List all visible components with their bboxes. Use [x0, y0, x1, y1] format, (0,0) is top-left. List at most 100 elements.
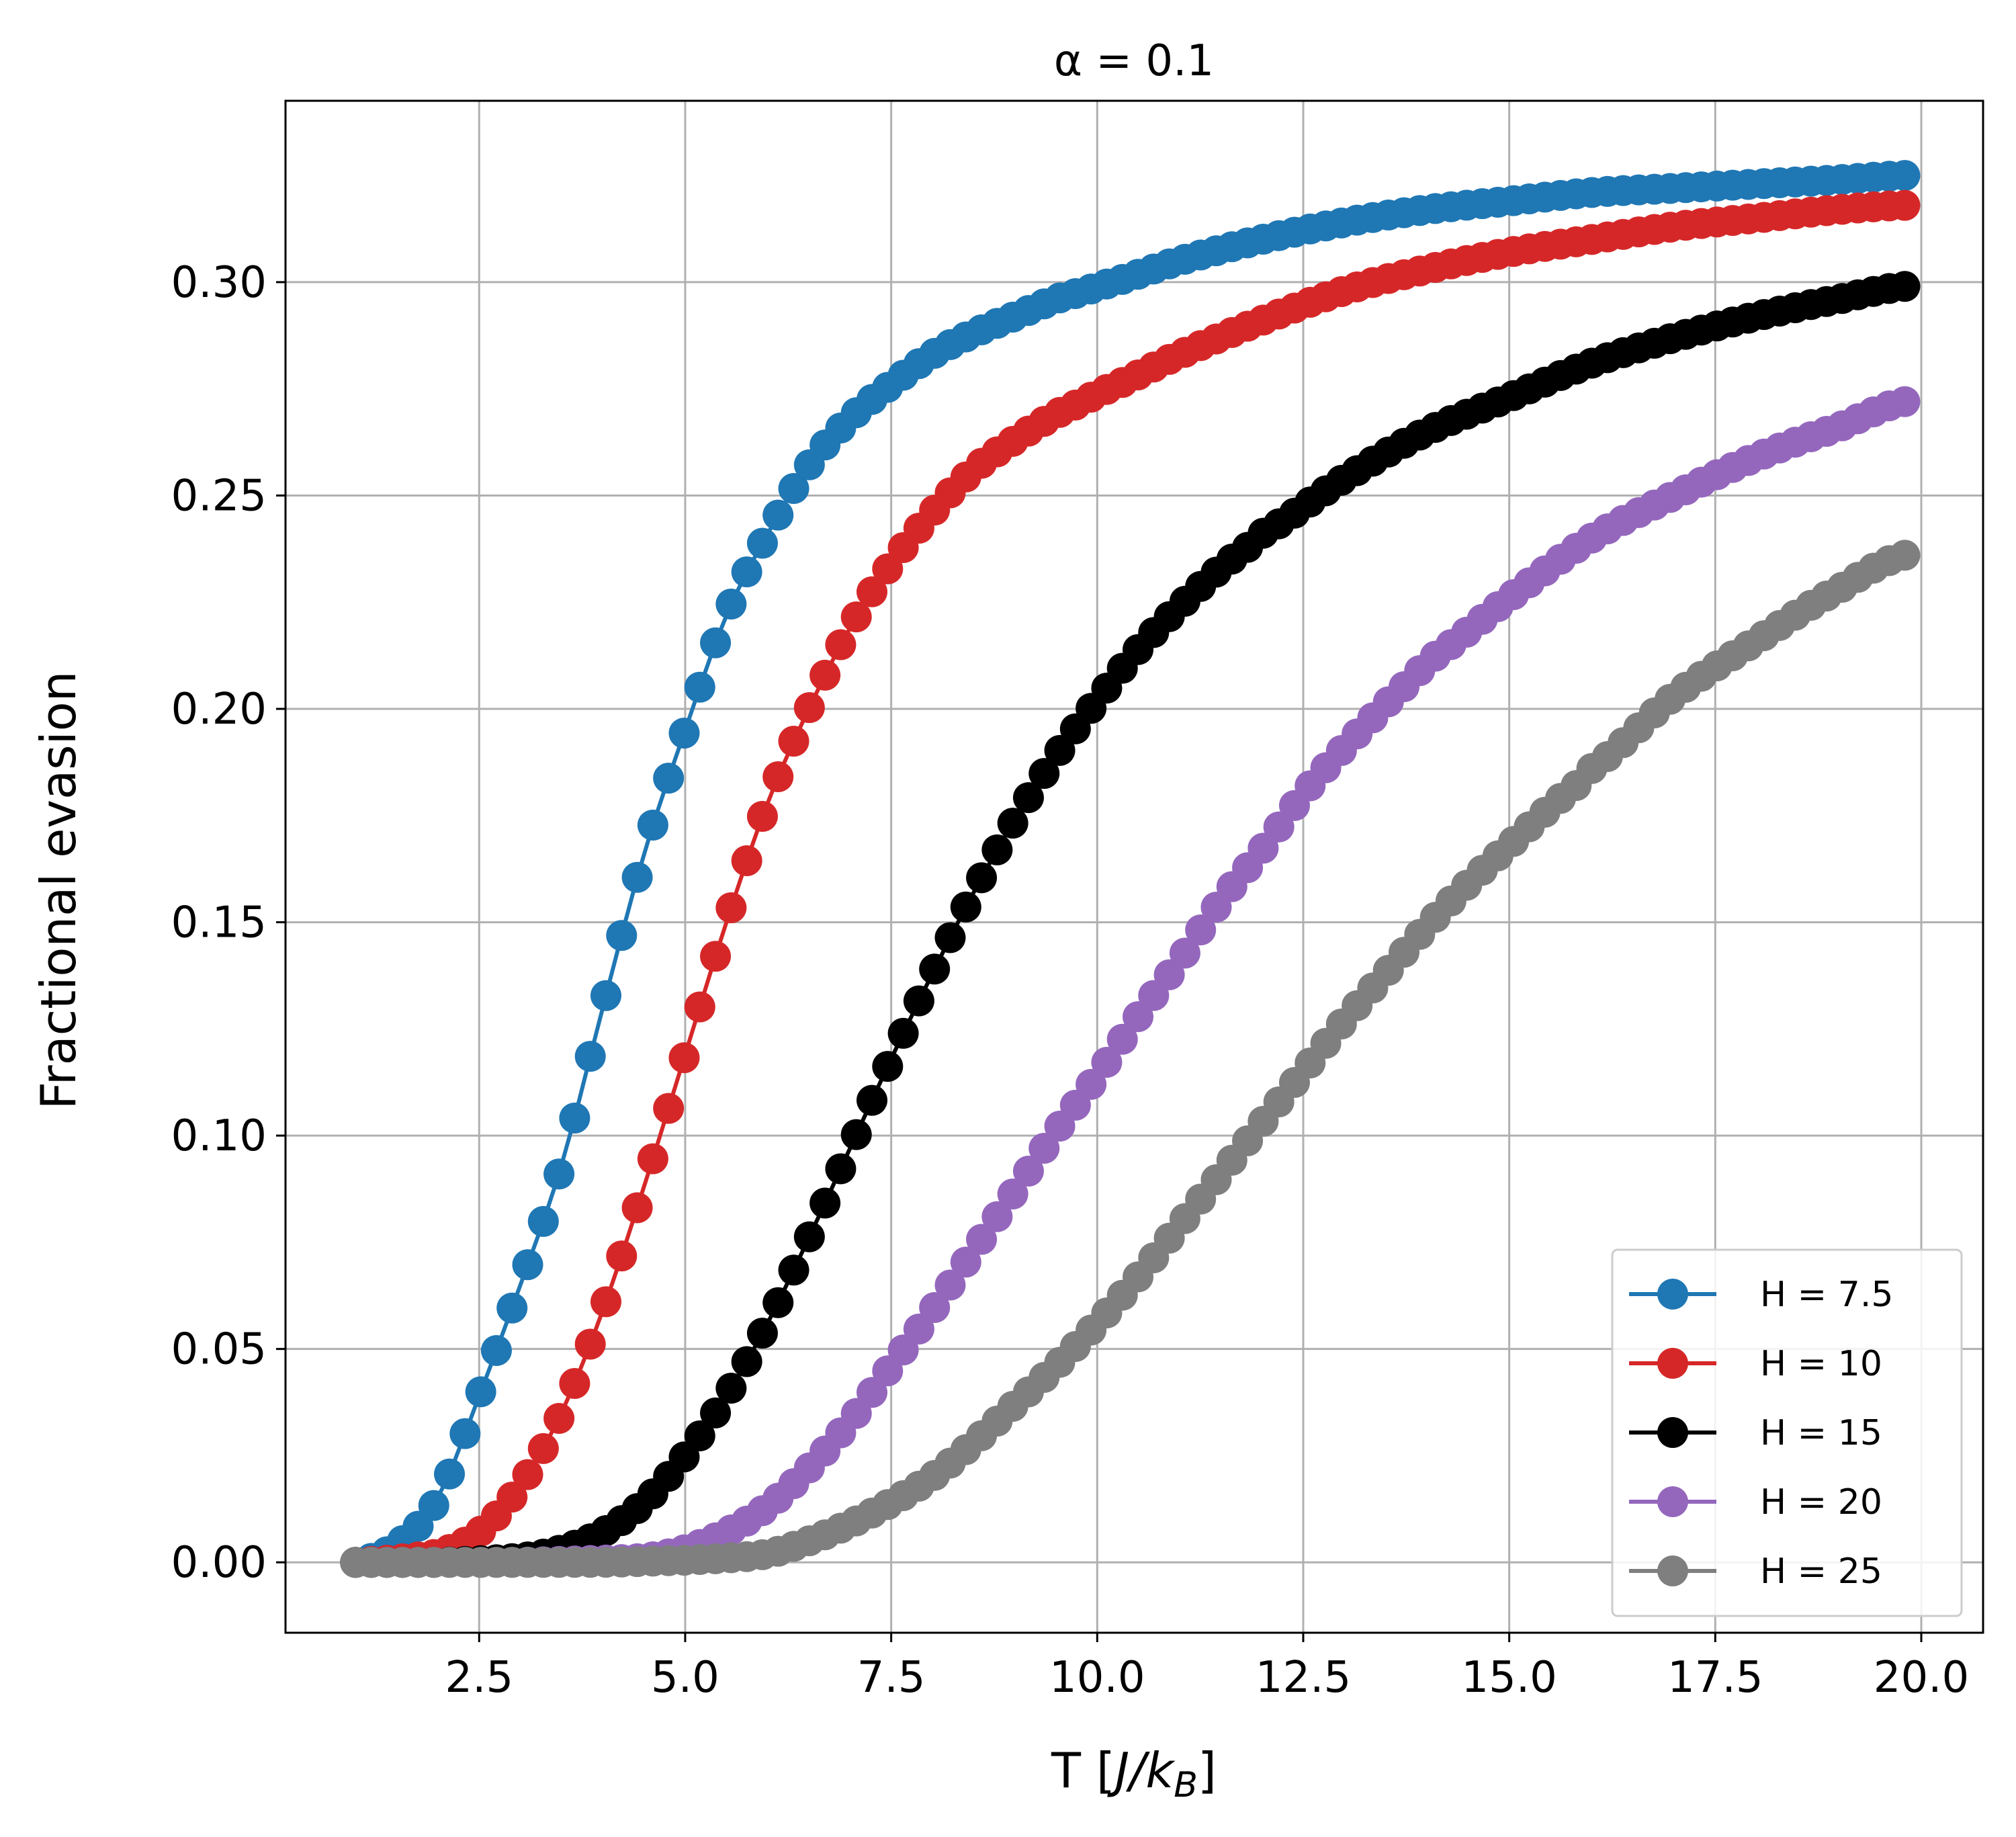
data-point — [480, 1335, 512, 1367]
data-point — [857, 576, 888, 607]
data-point — [1889, 386, 1921, 417]
data-point — [637, 1143, 668, 1174]
data-point — [1028, 1132, 1060, 1164]
data-point — [778, 726, 809, 757]
data-point — [840, 1119, 872, 1150]
data-point — [825, 1153, 857, 1185]
data-point — [778, 1254, 809, 1286]
data-point — [950, 1246, 981, 1278]
data-point — [872, 553, 904, 585]
data-point — [1044, 734, 1076, 766]
data-point — [1012, 782, 1044, 814]
y-tick-label: 0.30 — [171, 258, 267, 308]
data-point — [840, 1398, 872, 1429]
data-point — [668, 1441, 700, 1473]
data-point — [621, 1192, 653, 1224]
data-point — [684, 671, 715, 703]
data-point — [966, 1224, 998, 1255]
legend-label: H = 10 — [1760, 1344, 1882, 1384]
legend-swatch-marker — [1657, 1486, 1688, 1517]
data-point — [668, 718, 700, 749]
series-0 — [340, 160, 1921, 1578]
data-point — [684, 1420, 715, 1452]
data-point — [934, 922, 966, 953]
data-point — [434, 1458, 466, 1490]
data-point — [872, 1051, 904, 1082]
data-point — [887, 1017, 919, 1049]
data-point — [1889, 540, 1921, 571]
x-tick-label: 2.5 — [445, 1653, 513, 1703]
chart-title: α = 0.1 — [1054, 36, 1214, 86]
legend-swatch-marker — [1657, 1555, 1688, 1586]
data-point — [1106, 1023, 1138, 1055]
y-tick-label: 0.10 — [171, 1111, 267, 1161]
data-point — [746, 527, 778, 559]
data-point — [684, 991, 715, 1023]
y-tick-label: 0.25 — [171, 471, 267, 521]
data-point — [731, 1346, 762, 1377]
x-tick-label: 17.5 — [1667, 1653, 1763, 1703]
data-point — [606, 920, 638, 951]
data-point — [700, 1397, 732, 1428]
x-tick-label: 7.5 — [857, 1653, 926, 1703]
data-point — [574, 1041, 606, 1072]
data-point — [606, 1240, 638, 1272]
data-point — [762, 1287, 794, 1318]
data-point — [919, 1291, 951, 1323]
y-tick-label: 0.00 — [171, 1538, 267, 1588]
data-point — [527, 1433, 559, 1464]
y-tick-label: 0.05 — [171, 1325, 267, 1375]
data-point — [668, 1042, 700, 1074]
data-point — [465, 1376, 496, 1408]
x-axis: 2.5 5.0 7.5 10.0 12.5 15.0 17.5 20.0 — [445, 1633, 1969, 1703]
legend-swatch-marker — [1657, 1279, 1688, 1310]
data-point — [715, 892, 747, 924]
legend-item: H = 10 — [1629, 1344, 1882, 1384]
data-point — [1091, 1047, 1123, 1078]
data-point — [1185, 914, 1217, 946]
data-point — [418, 1490, 449, 1521]
legend-label: H = 15 — [1760, 1413, 1882, 1453]
data-point — [840, 601, 872, 633]
legend-item: H = 25 — [1629, 1551, 1882, 1592]
legend-item: H = 20 — [1629, 1482, 1882, 1523]
y-axis-label: Fractional evasion — [30, 671, 87, 1110]
data-point — [1263, 811, 1295, 843]
data-point — [731, 845, 762, 876]
data-point — [700, 627, 732, 658]
data-point — [559, 1367, 590, 1399]
data-point — [778, 473, 809, 505]
data-point — [981, 834, 1013, 865]
data-point — [496, 1292, 528, 1324]
data-point — [1889, 189, 1921, 221]
legend-label: H = 25 — [1760, 1551, 1882, 1592]
data-point — [1012, 1155, 1044, 1187]
data-point — [997, 808, 1028, 839]
x-tick-label: 10.0 — [1049, 1653, 1145, 1703]
data-point — [449, 1418, 481, 1449]
y-tick-label: 0.20 — [171, 685, 267, 734]
data-point — [857, 1084, 888, 1116]
data-point — [934, 1269, 966, 1301]
y-tick-label: 0.15 — [171, 898, 267, 948]
data-point — [762, 761, 794, 793]
series-1 — [340, 189, 1921, 1578]
data-point — [809, 1187, 841, 1219]
data-point — [496, 1482, 528, 1513]
data-point — [731, 556, 762, 588]
data-point — [543, 1402, 575, 1434]
legend: H = 7.5 H = 10 H = 15 H = 20 H = 25 — [1611, 1248, 1963, 1617]
data-point — [637, 809, 668, 841]
data-point — [903, 985, 934, 1017]
plot-frame — [284, 99, 1984, 1634]
data-point — [512, 1459, 543, 1490]
data-point — [1153, 959, 1185, 990]
data-point — [621, 861, 653, 893]
legend-item: H = 15 — [1629, 1413, 1882, 1453]
data-point — [857, 1377, 888, 1408]
data-point — [1123, 1001, 1154, 1033]
legend-label: H = 7.5 — [1760, 1275, 1893, 1315]
data-point — [997, 1178, 1028, 1209]
legend-label: H = 20 — [1760, 1482, 1882, 1523]
